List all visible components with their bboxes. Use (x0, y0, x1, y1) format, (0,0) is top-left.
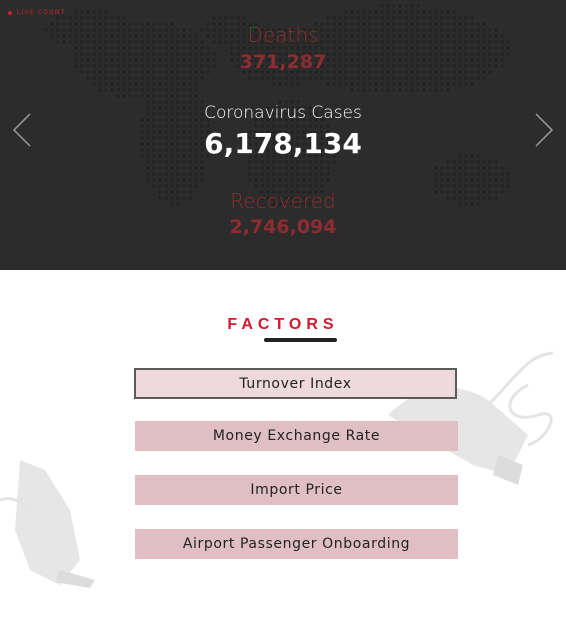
prev-slide-button[interactable] (10, 112, 32, 148)
live-count-indicator: LIVE COUNT (8, 9, 65, 16)
world-map-dots (44, 4, 510, 206)
recovered-label: Recovered (230, 189, 336, 213)
deaths-label: Deaths (247, 23, 319, 47)
chevron-right-icon (535, 113, 554, 147)
chevron-left-icon (12, 113, 31, 147)
cases-label: Coronavirus Cases (204, 103, 362, 123)
recovered-value: 2,746,094 (229, 216, 337, 238)
decorative-sketch-left (0, 460, 95, 588)
live-dot-icon (8, 10, 12, 15)
deaths-value: 371,287 (239, 51, 327, 73)
factor-button-money-exchange-rate[interactable]: Money Exchange Rate (135, 421, 458, 451)
live-stats-banner: LIVE COUNT Deaths 371,287 Coronavirus Ca… (0, 0, 566, 270)
factor-button-airport-passenger-onboarding[interactable]: Airport Passenger Onboarding (135, 529, 458, 559)
next-slide-button[interactable] (534, 112, 556, 148)
factor-button-import-price[interactable]: Import Price (135, 475, 458, 505)
cases-value: 6,178,134 (204, 127, 362, 160)
decorative-sketch-right (388, 351, 554, 485)
live-count-label: LIVE COUNT (17, 9, 66, 16)
factor-button-turnover-index[interactable]: Turnover Index (134, 368, 457, 399)
factors-title-underline (264, 338, 337, 342)
factors-title: FACTORS (227, 316, 339, 333)
